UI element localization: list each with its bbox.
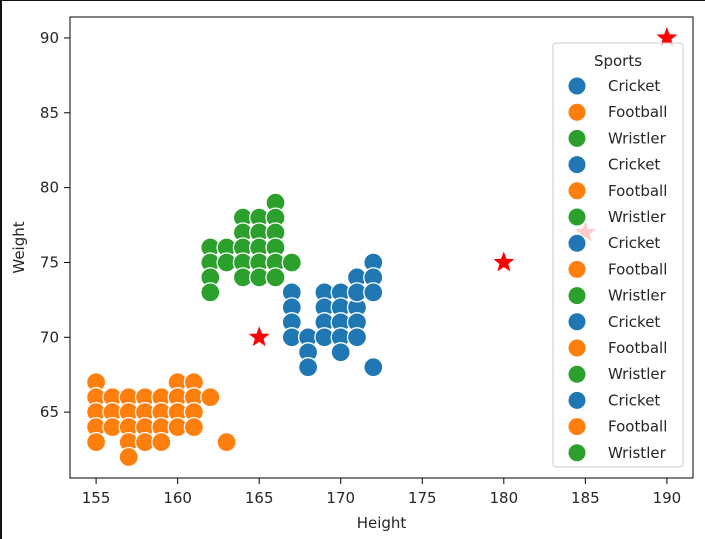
x-axis-ticks: 155 160 165 170 175 180 185 190	[82, 478, 681, 507]
legend-marker	[567, 128, 587, 148]
points-layer	[85, 192, 384, 468]
legend-label: Football	[608, 260, 667, 278]
y-tick-label: 80	[40, 179, 59, 197]
y-axis-label: Weight	[10, 221, 28, 273]
legend-label: Wristler	[608, 208, 667, 226]
data-point-wristler	[265, 267, 286, 288]
legend-label: Wristler	[608, 287, 667, 305]
y-tick-label: 70	[40, 328, 59, 346]
legend-marker	[567, 286, 587, 306]
x-tick-label: 175	[408, 489, 437, 507]
data-point-football	[118, 446, 139, 468]
data-point-cricket	[330, 342, 351, 363]
data-point-cricket	[346, 327, 368, 348]
legend-marker	[567, 312, 587, 332]
x-tick-label: 185	[571, 489, 600, 507]
x-axis-label: Height	[357, 514, 407, 532]
data-point-football	[183, 416, 205, 438]
legend-marker	[567, 181, 587, 201]
legend-label: Football	[608, 103, 667, 121]
legend-marker	[567, 417, 587, 437]
x-tick-label: 180	[489, 489, 518, 507]
legend: Sports Cricket Football Wristler Cricket Foo…	[552, 42, 684, 468]
legend-label: Wristler	[608, 444, 667, 462]
legend-marker	[567, 338, 587, 358]
y-tick-label: 75	[40, 253, 59, 271]
legend-box	[552, 42, 684, 468]
legend-label: Football	[608, 418, 667, 436]
x-tick-label: 155	[82, 489, 111, 507]
legend-marker	[567, 207, 587, 227]
legend-items: Cricket Football Wristler Cricket Football Wr…	[567, 76, 667, 463]
legend-marker	[567, 76, 587, 96]
highlight-star-marker	[493, 251, 515, 272]
data-point-football	[200, 387, 221, 408]
data-point-football	[151, 431, 172, 453]
y-tick-label: 90	[40, 29, 59, 47]
highlight-star-marker	[248, 326, 270, 347]
legend-marker	[567, 390, 587, 410]
data-point-cricket	[363, 282, 384, 303]
legend-marker	[567, 155, 587, 175]
legend-label: Football	[608, 339, 667, 357]
legend-marker	[567, 443, 587, 463]
x-tick-label: 170	[326, 489, 355, 507]
legend-label: Wristler	[608, 365, 667, 383]
y-axis-ticks: 65 70 75 80 85 90	[40, 29, 70, 421]
legend-label: Cricket	[608, 156, 660, 174]
legend-label: Cricket	[608, 391, 660, 409]
legend-label: Cricket	[608, 234, 660, 252]
y-tick-label: 85	[40, 104, 59, 122]
data-point-cricket	[363, 357, 384, 378]
legend-label: Wristler	[608, 129, 667, 147]
x-tick-label: 190	[653, 489, 682, 507]
data-point-wristler	[281, 252, 302, 273]
x-tick-label: 160	[163, 489, 192, 507]
y-tick-label: 65	[40, 403, 59, 421]
data-point-football	[216, 431, 237, 453]
legend-label: Cricket	[608, 77, 660, 95]
data-point-wristler	[200, 282, 221, 303]
data-point-football	[85, 431, 107, 453]
x-tick-label: 165	[245, 489, 274, 507]
legend-marker	[567, 364, 587, 384]
data-point-cricket	[297, 357, 319, 378]
legend-marker	[567, 233, 587, 253]
legend-marker	[567, 102, 587, 122]
plot-area-frame	[69, 16, 694, 479]
legend-marker	[567, 259, 587, 279]
legend-title: Sports	[594, 52, 642, 70]
legend-label: Football	[608, 182, 667, 200]
legend-label: Cricket	[608, 313, 660, 331]
highlight-star-marker	[656, 27, 678, 47]
